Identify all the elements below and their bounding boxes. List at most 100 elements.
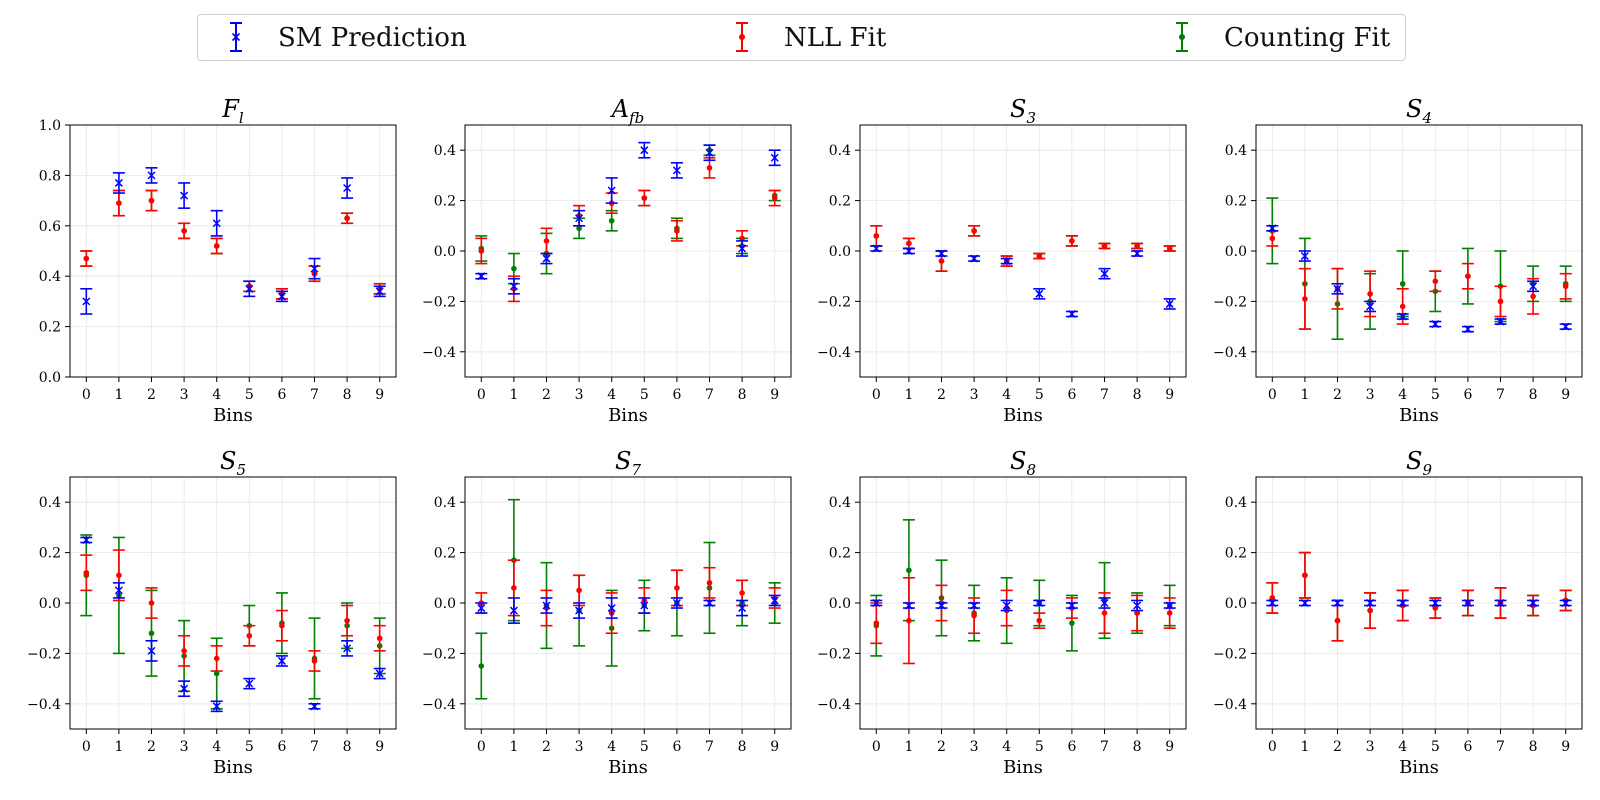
x-tick-label: 2 xyxy=(147,387,156,403)
x-tick-label: 8 xyxy=(343,387,352,403)
chart-title-main: S xyxy=(1010,95,1026,123)
dot-marker xyxy=(1269,595,1276,601)
chart-title-subscript: l xyxy=(239,109,244,127)
legend-item-sm-prediction: SM Prediction xyxy=(228,15,467,60)
data-point xyxy=(736,240,749,257)
y-tick-label: −0.2 xyxy=(817,294,851,310)
data-point xyxy=(1429,598,1442,608)
data-point xyxy=(638,597,651,614)
x-tick-label: 0 xyxy=(477,387,486,403)
x-tick-label: 5 xyxy=(1431,387,1440,403)
x-marker xyxy=(1002,601,1011,610)
x-tick-label: 1 xyxy=(509,739,518,755)
x-marker xyxy=(970,254,979,263)
y-tick-label: 0.0 xyxy=(1225,596,1247,612)
x-marker xyxy=(542,254,551,263)
data-point xyxy=(1033,612,1046,630)
x-tick-label: 0 xyxy=(872,387,881,403)
legend-item-nll-fit: NLL Fit xyxy=(734,15,886,60)
chart-title-main: S xyxy=(1406,447,1422,475)
x-tick-label: 3 xyxy=(180,739,189,755)
x-marker xyxy=(1496,317,1505,326)
x-tick-label: 1 xyxy=(509,387,518,403)
plot-frame xyxy=(464,124,792,378)
y-tick-label: −0.2 xyxy=(27,646,61,662)
x-tick-label: 6 xyxy=(277,387,286,403)
x-tick-label: 8 xyxy=(343,739,352,755)
y-tick-label: 0.4 xyxy=(1225,143,1247,159)
x-marker xyxy=(375,287,384,296)
chart-title: Afb xyxy=(610,95,645,127)
chart-title: S5 xyxy=(220,447,246,479)
x-axis-label: Bins xyxy=(213,405,253,426)
x-marker xyxy=(904,246,913,256)
x-marker xyxy=(1431,320,1440,329)
data-point xyxy=(112,189,125,217)
series-counting-fit xyxy=(475,498,781,700)
x-tick-label: 4 xyxy=(1398,387,1407,403)
y-tick-label: −0.2 xyxy=(1213,646,1247,662)
dot-marker xyxy=(1432,605,1439,611)
x-marker xyxy=(509,606,518,615)
data-point xyxy=(1065,309,1078,319)
y-tick-label: 0.4 xyxy=(39,269,61,285)
data-point xyxy=(1065,235,1078,247)
data-point xyxy=(1364,592,1377,630)
dot-marker xyxy=(213,243,220,249)
x-axis-label: Bins xyxy=(608,405,648,426)
dot-marker xyxy=(739,590,745,596)
x-marker xyxy=(1067,309,1076,319)
dot-marker xyxy=(706,165,713,171)
data-point xyxy=(308,257,321,280)
data-point xyxy=(80,535,93,545)
data-point xyxy=(341,639,354,657)
x-marker xyxy=(1002,257,1011,266)
x-tick-label: 0 xyxy=(82,387,91,403)
series-counting-fit xyxy=(80,534,386,710)
data-point xyxy=(1559,272,1572,300)
x-tick-label: 6 xyxy=(1463,387,1472,403)
x-tick-label: 7 xyxy=(705,739,714,755)
chart-title-subscript: 8 xyxy=(1026,461,1036,479)
dot-marker xyxy=(1562,283,1569,290)
x-tick-label: 2 xyxy=(1333,387,1342,403)
data-point xyxy=(1396,598,1409,608)
dot-marker xyxy=(1302,572,1308,579)
dot-marker xyxy=(706,580,713,586)
chart-title-main: S xyxy=(1010,447,1026,475)
dot-marker xyxy=(213,655,220,662)
data-point xyxy=(968,254,981,263)
legend-label: NLL Fit xyxy=(784,22,887,53)
x-marker xyxy=(770,153,779,162)
x-marker xyxy=(575,606,584,615)
x-tick-label: 1 xyxy=(904,387,913,403)
x-tick-label: 6 xyxy=(1067,387,1076,403)
x-marker xyxy=(147,171,156,180)
y-tick-label: −0.2 xyxy=(817,646,851,662)
dot-marker xyxy=(873,233,880,239)
data-point xyxy=(373,285,386,298)
data-point xyxy=(870,602,883,645)
data-point xyxy=(112,582,125,599)
dot-marker xyxy=(279,622,285,629)
x-tick-label: 8 xyxy=(1529,387,1538,403)
data-point xyxy=(1163,601,1176,610)
dot-marker xyxy=(641,195,648,201)
y-tick-label: −0.4 xyxy=(422,345,456,361)
data-point xyxy=(1131,594,1144,632)
series-counting-fit xyxy=(1266,197,1572,341)
data-point xyxy=(1461,262,1474,290)
x-marker xyxy=(1431,598,1440,608)
y-tick-label: 0.2 xyxy=(39,546,61,562)
x-tick-label: 4 xyxy=(1002,387,1011,403)
x-marker xyxy=(1398,312,1407,321)
data-point xyxy=(243,677,256,690)
x-marker xyxy=(245,679,254,688)
data-point xyxy=(341,212,354,225)
series-counting-fit xyxy=(1266,551,1572,642)
x-tick-label: 9 xyxy=(1165,739,1174,755)
data-point xyxy=(210,645,223,672)
